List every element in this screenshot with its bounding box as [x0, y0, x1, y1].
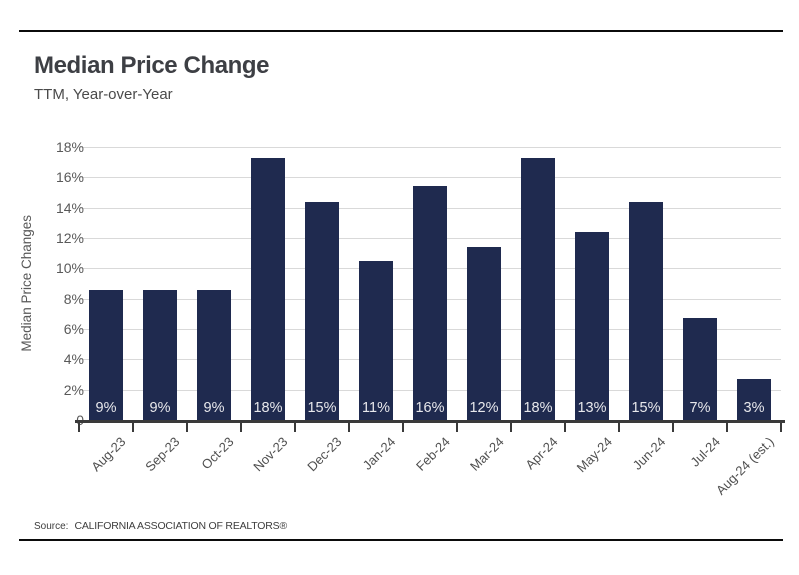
x-category-label: Nov-23 [250, 434, 291, 475]
bar-oct-23: 9% [197, 289, 231, 420]
x-category-label: Sep-23 [142, 434, 183, 475]
bar-aug-24-est-: 3% [737, 379, 771, 420]
y-tick-label-12: 12% [55, 230, 84, 246]
x-category-label: Aug-23 [88, 434, 129, 475]
x-axis-tick [672, 423, 674, 432]
x-axis-tick [132, 423, 134, 432]
bar-aug-23: 9% [89, 289, 123, 420]
x-axis-tick [294, 423, 296, 432]
bar-value-label: 15% [631, 399, 661, 416]
x-category-label: May-24 [573, 434, 615, 476]
source-label: Source: [34, 521, 69, 532]
bar-value-label: 9% [203, 399, 225, 416]
x-axis-tick [618, 423, 620, 432]
x-axis-tick [726, 423, 728, 432]
x-category-label: Oct-23 [198, 434, 237, 473]
bar-value-label: 16% [415, 399, 445, 416]
chart-title: Median Price Change [34, 52, 270, 79]
bar-nov-23: 18% [251, 157, 285, 420]
bar-value-label: 9% [95, 399, 117, 416]
x-category-label: Dec-23 [304, 434, 345, 475]
x-axis-tick [402, 423, 404, 432]
bar-value-label: 12% [469, 399, 499, 416]
x-category-label: Jul-24 [686, 434, 723, 470]
x-axis-tick [78, 423, 80, 432]
bar-mar-24: 12% [467, 247, 501, 420]
bar-feb-24: 16% [413, 186, 447, 420]
y-tick-label-18: 18% [55, 139, 84, 155]
bar-value-label: 15% [307, 399, 337, 416]
bar-jul-24: 7% [683, 318, 717, 420]
y-tick-label-2: 2% [63, 381, 84, 398]
top-divider-rule [19, 30, 783, 32]
y-tick-label-8: 8% [63, 290, 84, 307]
chart-subtitle: TTM, Year-over-Year [34, 86, 173, 103]
y-tick-label-16: 16% [55, 169, 84, 186]
source-attribution: Source: CALIFORNIA ASSOCIATION OF REALTOR… [34, 516, 287, 534]
x-axis-tick [780, 423, 782, 432]
x-axis-tick [186, 423, 188, 432]
source-text: CALIFORNIA ASSOCIATION OF REALTORS® [74, 520, 287, 532]
bar-value-label: 3% [743, 399, 765, 416]
bar-may-24: 13% [575, 231, 609, 420]
gridline-16pct [79, 177, 781, 179]
bar-value-label: 13% [577, 399, 607, 416]
bar-value-label: 11% [362, 400, 390, 416]
y-tick-label-6: 6% [63, 321, 84, 337]
x-axis-tick [240, 423, 242, 432]
x-category-label: Feb-24 [412, 434, 453, 474]
x-axis-tick [564, 423, 566, 432]
y-tick-label-4: 4% [63, 351, 84, 368]
y-axis-title: Median Price Changes [16, 147, 36, 420]
x-category-label: Jun-24 [629, 434, 669, 473]
bar-value-label: 18% [523, 399, 553, 416]
y-axis-title-text: Median Price Changes [18, 215, 34, 352]
x-axis-tick [348, 423, 350, 432]
y-tick-label-14: 14% [55, 199, 84, 216]
gridline-18pct [79, 147, 781, 148]
x-axis-line [75, 420, 785, 423]
bar-dec-23: 15% [305, 201, 339, 420]
x-category-label: Apr-24 [522, 434, 561, 473]
y-tick-label-10: 10% [55, 260, 84, 277]
bar-value-label: 9% [149, 399, 171, 416]
bar-jun-24: 15% [629, 201, 663, 420]
x-axis-tick [456, 423, 458, 432]
bar-value-label: 18% [253, 399, 283, 416]
x-axis-tick [510, 423, 512, 432]
x-category-label: Mar-24 [466, 434, 507, 474]
bar-jan-24: 11% [359, 260, 393, 420]
bar-sep-23: 9% [143, 289, 177, 420]
bottom-divider-rule [19, 539, 783, 541]
bar-value-label: 7% [689, 399, 711, 416]
x-category-label: Jan-24 [359, 434, 399, 473]
bar-apr-24: 18% [521, 157, 555, 420]
